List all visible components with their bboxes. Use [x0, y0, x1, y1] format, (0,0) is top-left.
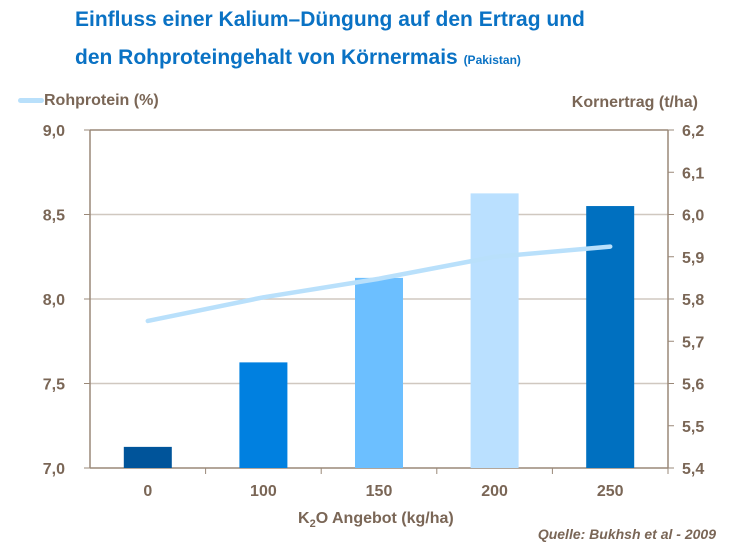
right-axis-label: Kornertrag (t/ha)	[571, 94, 698, 111]
x-tick-label: 250	[597, 483, 624, 500]
left-tick-label: 9,0	[43, 123, 65, 140]
left-axis-label: Rohprotein (%)	[44, 92, 159, 109]
bar-0	[123, 446, 172, 468]
x-tick-label: 0	[143, 483, 152, 500]
right-tick-label: 5,8	[682, 292, 704, 309]
right-tick-label: 5,4	[682, 461, 704, 478]
x-tick-label: 150	[366, 483, 393, 500]
left-tick-label: 7,5	[43, 377, 65, 394]
bar-200	[470, 193, 519, 468]
left-tick-label: 8,0	[43, 292, 65, 309]
right-tick-label: 5,5	[682, 419, 704, 436]
source-note: Quelle: Bukhsh et al - 2009	[537, 526, 716, 542]
x-axis-label: K2O Angebot (kg/ha)	[298, 510, 454, 530]
right-tick-label: 6,1	[682, 165, 704, 182]
right-tick-label: 6,2	[682, 123, 704, 140]
right-tick-label: 5,9	[682, 250, 704, 267]
bar-100	[239, 362, 288, 468]
x-label-part: K	[298, 510, 310, 527]
left-tick-label: 7,0	[43, 461, 65, 478]
chart-title-line2: den Rohproteingehalt von Körnermais (Pak…	[75, 46, 521, 70]
bar-150	[355, 277, 403, 468]
x-tick-label: 100	[250, 483, 277, 500]
x-label-sub: 2	[309, 518, 316, 531]
left-tick-label: 8,5	[43, 208, 65, 225]
title-text: den Rohproteingehalt von Körnermais	[75, 46, 458, 69]
legend-line-swatch	[18, 98, 44, 104]
right-tick-label: 5,7	[682, 334, 704, 351]
x-label-rest: O Angebot (kg/ha)	[315, 510, 454, 527]
chart-title-line1: Einfluss einer Kalium–Düngung auf den Er…	[75, 8, 585, 31]
x-tick-label: 200	[481, 483, 508, 500]
right-tick-label: 5,6	[682, 377, 704, 394]
right-tick-label: 6,0	[682, 208, 704, 225]
legend: Rohprotein (%)	[18, 92, 159, 110]
title-note: (Pakistan)	[463, 53, 521, 67]
